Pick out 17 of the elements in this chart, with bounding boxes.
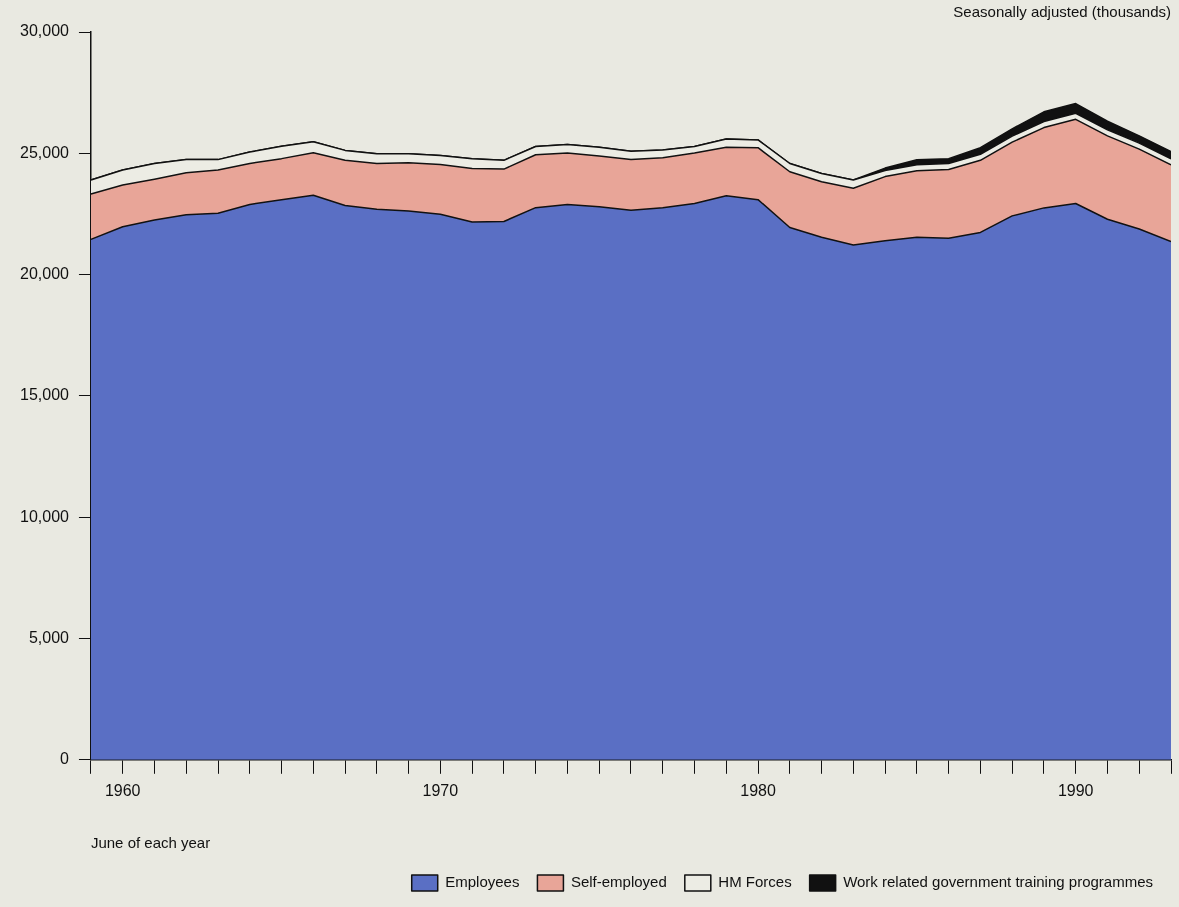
legend-label: Employees (445, 873, 520, 891)
y-tick-label: 30,000 (20, 22, 70, 40)
x-tick-label: 1980 (740, 781, 776, 799)
legend-label: Self-employed (570, 873, 667, 891)
y-tick-label: 5,000 (28, 628, 70, 646)
x-tick-label: 1970 (422, 781, 459, 799)
y-tick-label: 0 (60, 750, 70, 768)
y-tick-label: 20,000 (20, 265, 70, 283)
legend-label: Work related government training programmes (843, 873, 1153, 891)
legend-label: HM Forces (718, 873, 792, 891)
y-tick-label: 25,000 (20, 143, 70, 161)
chart-subtitle: Seasonally adjusted (thousands) (953, 3, 1171, 21)
y-tick-label: 15,000 (20, 386, 70, 404)
x-axis-title: June of each year (90, 834, 211, 852)
x-tick-label: 1990 (1057, 781, 1094, 799)
y-tick-label: 10,000 (20, 507, 70, 525)
x-tick-label: 1960 (104, 781, 141, 799)
